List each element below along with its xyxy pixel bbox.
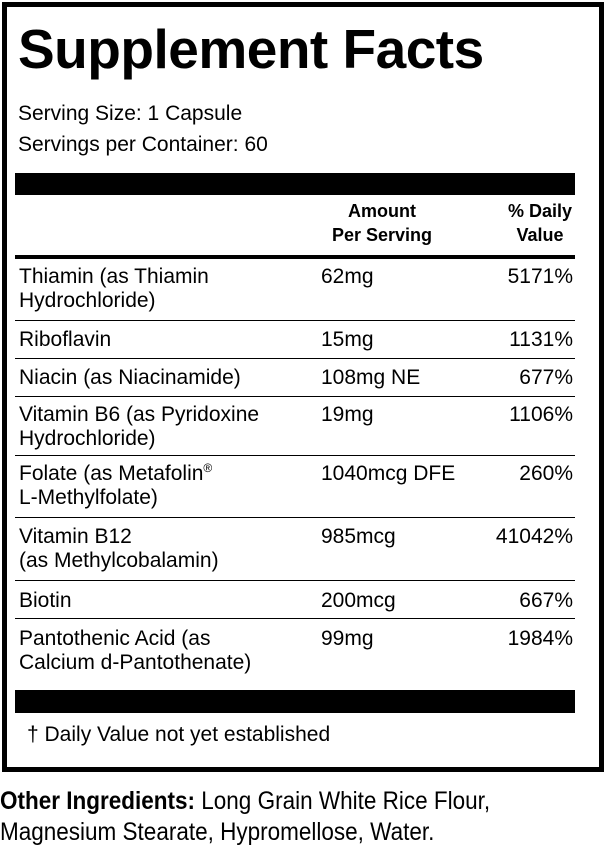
serving-size: Serving Size: 1 Capsule xyxy=(18,102,243,125)
nutrient-amount: 19mg xyxy=(321,403,374,426)
bottom-divider-bar xyxy=(15,690,575,713)
nutrient-daily-value: 1131% xyxy=(509,328,573,351)
nutrient-name: Riboflavin xyxy=(19,328,112,351)
nutrient-amount: 1040mcg DFE xyxy=(321,462,456,485)
top-divider-bar xyxy=(15,173,575,195)
nutrient-name: Vitamin B12 (as Methylcobalamin) xyxy=(19,525,219,572)
nutrient-daily-value: 1106% xyxy=(509,403,573,426)
header-rule xyxy=(15,255,575,259)
nutrient-daily-value: 677% xyxy=(519,366,573,389)
nutrient-daily-value: 41042% xyxy=(495,525,573,548)
nutrient-name: Niacin (as Niacinamide) xyxy=(19,366,241,389)
nutrient-amount: 108mg NE xyxy=(321,366,421,389)
registered-mark: ® xyxy=(203,461,213,475)
nutrient-amount: 985mcg xyxy=(321,525,396,548)
row-divider xyxy=(15,358,575,359)
servings-per-container: Servings per Container: 60 xyxy=(18,133,268,156)
nutrient-amount: 99mg xyxy=(321,627,374,650)
row-divider xyxy=(15,396,575,397)
other-ingredients-text: Long Grain White Rice Flour, Magnesium S… xyxy=(0,787,491,846)
nutrient-name: Folate (as Metafolin® L-Methylfolate) xyxy=(19,461,213,509)
supplement-facts-panel xyxy=(2,2,604,772)
nutrient-name: Pantothenic Acid (as Calcium d-Pantothen… xyxy=(19,627,252,674)
row-divider xyxy=(15,517,575,518)
amount-header: Amount Per Serving xyxy=(331,201,433,245)
nutrient-daily-value: 5171% xyxy=(507,265,573,288)
footnote: † Daily Value not yet established xyxy=(27,723,331,746)
nutrient-daily-value: 1984% xyxy=(507,627,573,650)
nutrient-daily-value: 260% xyxy=(519,462,573,485)
row-divider xyxy=(15,320,575,321)
panel-title: Supplement Facts xyxy=(18,18,484,80)
nutrient-name: Biotin xyxy=(19,589,72,612)
other-ingredients-label: Other Ingredients: xyxy=(0,787,196,815)
nutrient-name: Thiamin (as Thiamin Hydrochloride) xyxy=(19,265,209,312)
row-divider xyxy=(15,618,575,619)
nutrient-name: Vitamin B6 (as Pyridoxine Hydrochloride) xyxy=(19,403,260,450)
nutrient-amount: 62mg xyxy=(321,265,374,288)
row-divider xyxy=(15,455,575,456)
daily-value-header: % Daily Value xyxy=(507,201,573,245)
nutrient-amount: 200mcg xyxy=(321,589,396,612)
other-ingredients: Other Ingredients: Long Grain White Rice… xyxy=(0,786,606,848)
row-divider xyxy=(15,580,575,581)
nutrient-amount: 15mg xyxy=(321,328,374,351)
nutrient-daily-value: 667% xyxy=(519,589,573,612)
